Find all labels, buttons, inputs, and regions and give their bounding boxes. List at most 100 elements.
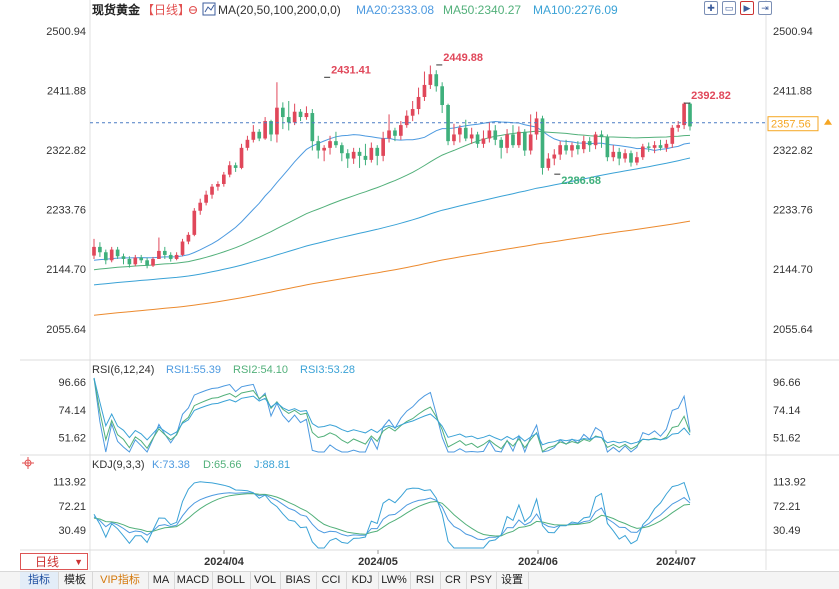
indicator-tab[interactable]: 设置 — [496, 572, 529, 589]
y-tick-label-left: 2233.76 — [46, 205, 86, 217]
ma100-line — [93, 157, 691, 286]
candle-body — [469, 134, 474, 139]
y-tick-label-left: 2322.82 — [46, 145, 86, 157]
candle-body — [357, 151, 362, 156]
indicator-tab[interactable]: KDJ — [346, 572, 379, 589]
settings-icon[interactable] — [189, 6, 197, 14]
next-icon[interactable]: ⇥ — [758, 1, 772, 15]
candle-body — [216, 183, 220, 187]
ma20-value: MA20:2333.08 — [356, 3, 434, 17]
price-annotation: 2286.68 — [561, 175, 601, 187]
zoom-in-icon[interactable]: ✚ — [704, 1, 718, 15]
candle-body — [623, 153, 627, 159]
candle-body — [587, 141, 592, 146]
candle-body — [227, 165, 232, 175]
rsi1-line — [93, 377, 691, 454]
kdj-tick-left: 72.21 — [58, 501, 86, 513]
candle-body — [98, 246, 102, 253]
x-tick-label: 2024/06 — [518, 556, 558, 568]
candle-body — [345, 153, 350, 159]
candle-body — [363, 155, 368, 160]
candle-body — [534, 118, 539, 135]
zoom-out-icon[interactable]: ▭ — [722, 1, 736, 15]
candle-body — [646, 146, 651, 148]
candle-body — [605, 137, 610, 158]
candle-body — [387, 130, 391, 139]
candle-body — [664, 143, 669, 148]
candle-body — [351, 151, 356, 159]
y-tick-label-left: 2411.88 — [47, 85, 86, 97]
ma200-line — [93, 220, 691, 316]
kdj-tick-right: 113.92 — [773, 476, 806, 488]
candle-body — [670, 127, 675, 144]
indicator-tab[interactable]: BIAS — [280, 572, 317, 589]
indicator-tabbar: 指标 模板 VIP指标 MA MACD BOLL VOL BIAS CCI KDJ LW% RSI CR… — [0, 571, 839, 589]
candle-body — [617, 151, 622, 159]
candle-body — [115, 249, 120, 257]
indicator-tab[interactable]: VIP指标 — [92, 572, 149, 589]
crosshair-icon[interactable] — [22, 457, 34, 469]
indicator-tab[interactable]: VOL — [250, 572, 281, 589]
instrument-title: 现货黄金 — [92, 2, 141, 17]
candle-body — [381, 138, 385, 156]
candle-body — [399, 125, 403, 136]
rsi-label: RSI(6,12,24) — [92, 364, 154, 376]
indicator-tab[interactable]: CR — [440, 572, 467, 589]
rsi2-value: RSI2:54.10 — [233, 364, 288, 376]
candle-body — [611, 151, 616, 158]
kdj-label: KDJ(9,3,3) — [92, 459, 145, 471]
candle-body — [334, 141, 338, 146]
candle-body — [180, 241, 185, 255]
period-select-button[interactable]: 日线 ▼ — [20, 553, 88, 570]
candle-body — [304, 113, 309, 118]
x-tick-label: 2024/05 — [358, 556, 398, 568]
y-tick-label-left: 2500.94 — [46, 26, 86, 38]
y-tick-label-right: 2055.64 — [773, 324, 813, 336]
indicator-tab[interactable]: BOLL — [212, 572, 251, 589]
y-tick-label-right: 2144.70 — [773, 264, 813, 276]
candle-body — [452, 134, 456, 142]
period-button-label: 日线 — [35, 555, 60, 569]
candle-body — [593, 134, 598, 146]
kdj-d-line — [93, 493, 691, 537]
chart-background — [0, 0, 839, 570]
ma-legend-icon[interactable] — [202, 2, 216, 16]
candle-body — [458, 127, 462, 135]
kdj-k-line — [93, 492, 691, 541]
price-annotation: 2392.82 — [691, 90, 731, 102]
candle-body — [109, 249, 114, 261]
candle-body — [404, 115, 409, 126]
indicator-tab[interactable]: PSY — [466, 572, 497, 589]
candle-body — [676, 125, 681, 128]
indicator-tab[interactable]: MACD — [174, 572, 213, 589]
candle-body — [487, 130, 492, 139]
candle-body — [410, 109, 415, 116]
x-tick-label: 2024/04 — [204, 556, 245, 568]
indicator-tab[interactable]: RSI — [410, 572, 441, 589]
rsi-tick-left: 51.62 — [58, 433, 86, 445]
candle-body — [481, 138, 486, 144]
candle-body — [629, 153, 633, 163]
candle-body — [528, 134, 533, 151]
play-icon[interactable]: ▶ — [740, 1, 754, 15]
candle-body — [522, 131, 527, 151]
candle-body — [192, 210, 197, 235]
candle-body — [316, 141, 321, 151]
candle-body — [640, 146, 645, 158]
candle-body — [493, 130, 498, 140]
kdj-j-value: J:88.81 — [254, 459, 290, 471]
candle-body — [198, 202, 203, 211]
last-price-label: 2357.56 — [771, 119, 811, 131]
candle-body — [298, 111, 303, 118]
candle-body — [157, 250, 161, 259]
candle-body — [446, 105, 450, 142]
indicator-tab[interactable]: 模板 — [58, 572, 93, 589]
candle-body — [422, 84, 427, 97]
indicator-tab[interactable]: CCI — [316, 572, 347, 589]
indicator-tab[interactable]: MA — [148, 572, 175, 589]
candle-body — [204, 194, 208, 203]
indicator-tab[interactable]: 指标 — [20, 572, 59, 589]
chart-canvas[interactable]: 现货黄金 【日线】 MA(20,50,100,200,0,0) MA20:233… — [0, 0, 839, 570]
candle-body — [269, 121, 273, 135]
indicator-tab[interactable]: LW% — [378, 572, 411, 589]
